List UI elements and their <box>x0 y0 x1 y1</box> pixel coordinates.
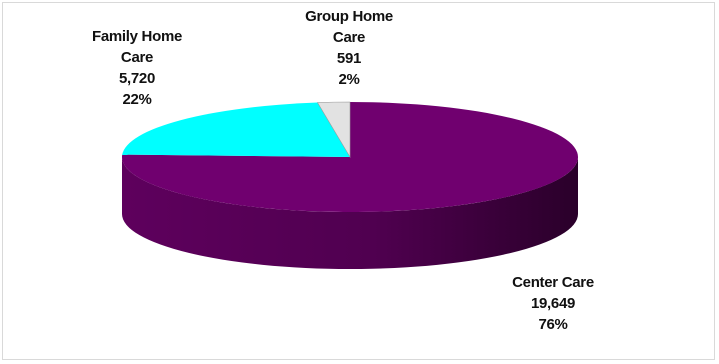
slice-label-text: Care <box>120 49 154 66</box>
slice-label-text: Group Home <box>305 8 393 25</box>
slice-label-center-care: Center Care 19,649 76% <box>498 272 608 335</box>
slice-value: 591 <box>336 50 362 67</box>
pie-side-wall <box>122 157 578 269</box>
slice-label-text: Family Home <box>91 28 183 45</box>
slice-value: 19,649 <box>530 295 576 312</box>
slice-label-text: Center Care <box>512 274 594 291</box>
pie-slice-family-home-care <box>122 102 350 157</box>
slice-label-family-home-care: Family Home Care 5,720 22% <box>76 26 198 110</box>
pie-slice-group-home-care <box>316 101 351 159</box>
slice-percent: 76% <box>538 316 568 333</box>
slice-label-group-home-care: Group Home Care 591 2% <box>290 6 408 90</box>
slice-percent: 22% <box>122 91 152 108</box>
slice-label-text: Care <box>332 29 366 46</box>
slice-percent: 2% <box>338 71 360 88</box>
slice-value: 5,720 <box>118 70 156 87</box>
